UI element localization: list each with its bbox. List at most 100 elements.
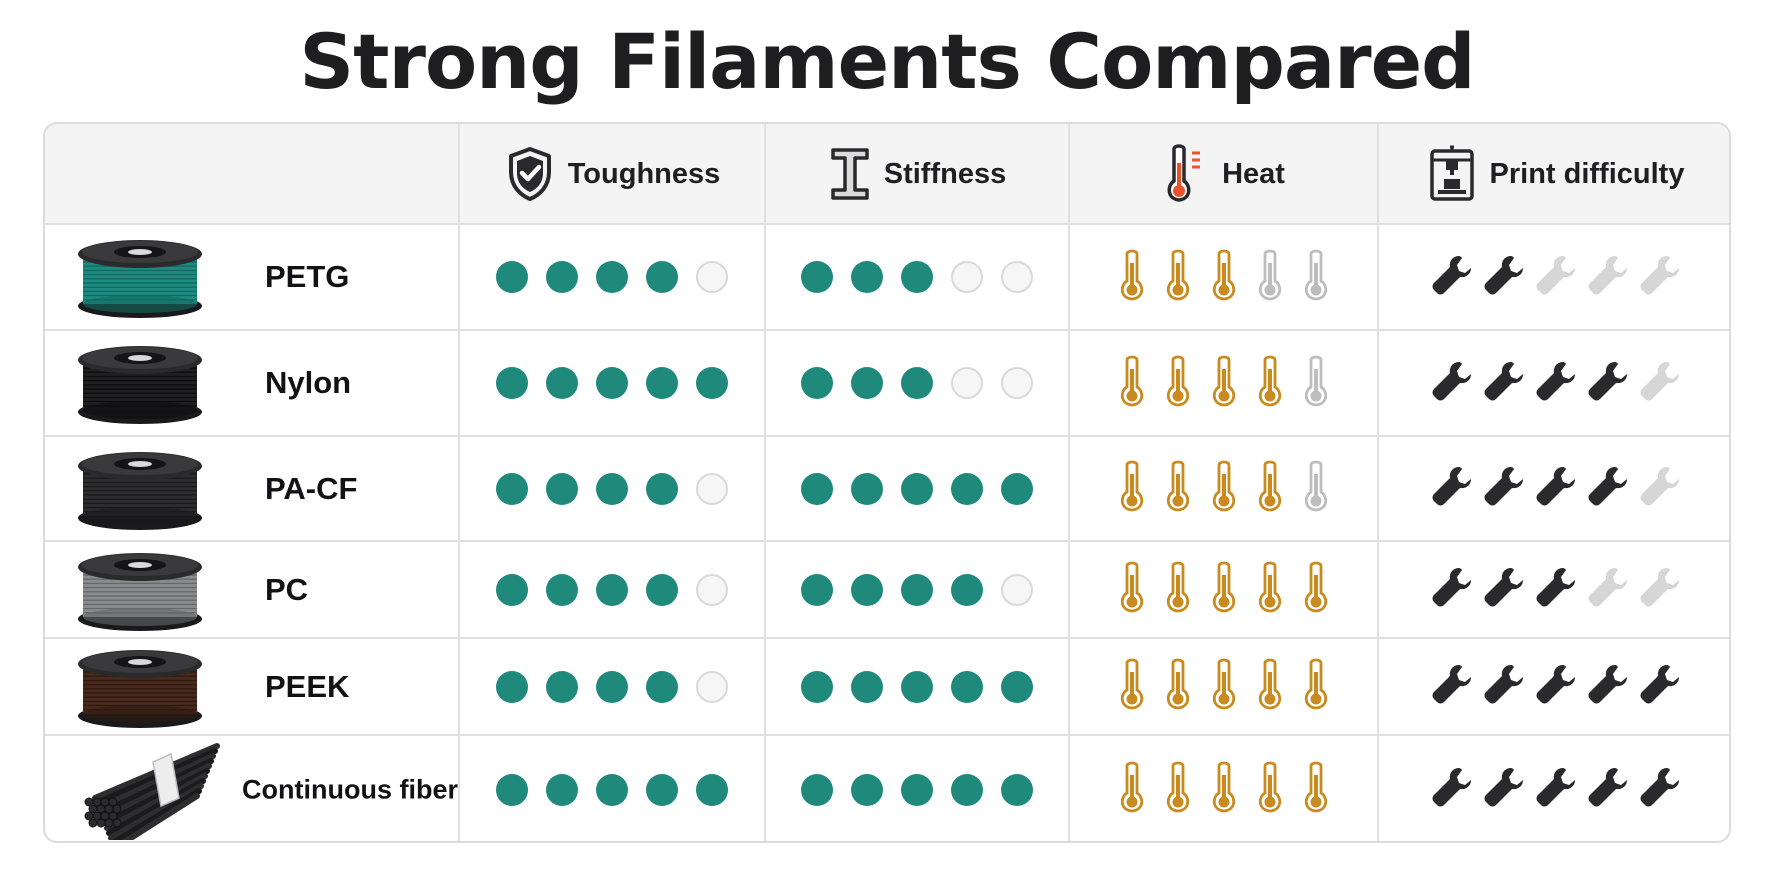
difficulty-mark (1483, 663, 1525, 710)
i-beam-icon (831, 148, 869, 200)
rating-dot-filled (546, 261, 578, 293)
heat-mark (1117, 460, 1147, 517)
wrench-icon (1432, 255, 1471, 294)
wrench-icon (1536, 255, 1575, 294)
rating-dot-filled (851, 773, 883, 806)
rating-dot-filled (546, 573, 578, 606)
thermometer-icon (1212, 249, 1235, 300)
rating-dot-filled (1001, 670, 1033, 703)
thermometer-icon (1258, 249, 1281, 300)
rating-dot-filled (801, 261, 833, 293)
thermometer-icon (1166, 249, 1189, 300)
wrench-icon (1588, 467, 1627, 506)
header-label-heat: Heat (1222, 157, 1285, 190)
rating-dot-filled (496, 472, 528, 505)
heat-mark (1209, 761, 1239, 818)
heat-mark (1301, 355, 1331, 412)
heat-mark (1301, 249, 1331, 306)
header-label-stiffness: Stiffness (883, 157, 1007, 190)
difficulty-mark (1639, 663, 1681, 710)
print-difficulty-rating-cell (1379, 736, 1729, 841)
print-difficulty-rating-cell (1379, 437, 1729, 540)
thermometer-icon (1304, 460, 1327, 512)
heat-mark (1163, 658, 1193, 715)
rating-dot-filled (901, 670, 933, 703)
stiffness-rating-cell (766, 736, 1068, 841)
toughness-rating-cell (460, 225, 764, 329)
wrench-icon (1432, 467, 1471, 506)
thermometer-icon (1304, 761, 1327, 813)
rating-dot-filled (546, 773, 578, 806)
difficulty-mark (1639, 465, 1681, 512)
rating-dot-filled (801, 773, 833, 806)
print-difficulty-rating-cell (1379, 639, 1729, 734)
stiffness-rating-cell (766, 225, 1068, 329)
difficulty-mark (1483, 360, 1525, 407)
heat-mark (1301, 761, 1331, 818)
difficulty-mark (1431, 766, 1473, 813)
header-heat: Heat (1070, 124, 1379, 224)
wrench-icon (1588, 568, 1627, 607)
material-cell: PA-CF (45, 437, 460, 540)
stiffness-rating-cell (766, 542, 1068, 637)
wrench-icon (1432, 568, 1471, 607)
wrench-icon (1536, 467, 1575, 506)
rating-dot-filled (1001, 472, 1033, 505)
rating-dot-filled (951, 573, 983, 606)
thermometer-icon (1212, 460, 1235, 512)
rating-dot-filled (801, 573, 833, 606)
heat-rating-cell (1070, 639, 1377, 734)
heat-mark (1117, 355, 1147, 412)
fiber-bundle-icon (84, 742, 220, 840)
thermometer-icon (1258, 658, 1281, 710)
table-header (45, 124, 1729, 224)
rating-dot-empty (696, 261, 728, 293)
thermometer-icon (1120, 658, 1143, 710)
thermometer-icon (1166, 561, 1189, 613)
header-label-print-difficulty: Print difficulty (1489, 157, 1685, 190)
heat-mark (1209, 561, 1239, 618)
heat-mark (1209, 249, 1239, 306)
wrench-icon (1640, 768, 1679, 807)
wrench-icon (1536, 768, 1575, 807)
thermometer-icon (1258, 355, 1281, 406)
difficulty-mark (1431, 663, 1473, 710)
rating-dot-filled (851, 367, 883, 399)
3d-printer-icon (1429, 145, 1474, 201)
rating-dot-filled (496, 367, 528, 399)
wrench-icon (1484, 768, 1523, 807)
rating-dot-filled (646, 773, 678, 806)
difficulty-mark (1535, 360, 1577, 407)
material-name: PC (265, 571, 309, 607)
rating-dot-empty (696, 472, 728, 505)
spool-teal-icon (78, 240, 202, 318)
wrench-icon (1536, 361, 1575, 400)
heat-rating-cell (1070, 225, 1377, 329)
difficulty-mark (1639, 766, 1681, 813)
difficulty-mark (1535, 766, 1577, 813)
heat-mark (1255, 761, 1285, 818)
difficulty-mark (1535, 566, 1577, 613)
rating-dot-filled (496, 773, 528, 806)
rating-dot-filled (696, 367, 728, 399)
difficulty-mark (1535, 254, 1577, 301)
page-title: Strong Filaments Compared (299, 17, 1475, 106)
thermometer-icon (1166, 355, 1189, 406)
heat-mark (1117, 761, 1147, 818)
difficulty-mark (1639, 360, 1681, 407)
thermometer-icon (1166, 658, 1189, 710)
difficulty-mark (1431, 465, 1473, 512)
rating-dot-empty (696, 670, 728, 703)
thermometer-icon (1304, 355, 1327, 406)
table-row: Continuous fiber (45, 736, 1729, 841)
heat-mark (1117, 249, 1147, 306)
toughness-rating-cell (460, 639, 764, 734)
heat-mark (1255, 561, 1285, 618)
wrench-icon (1484, 255, 1523, 294)
rating-dot-empty (951, 261, 983, 293)
heat-mark (1163, 249, 1193, 306)
rating-dot-filled (646, 573, 678, 606)
rating-dot-filled (596, 472, 628, 505)
table-row: PA-CF (45, 437, 1729, 540)
toughness-rating-cell (460, 542, 764, 637)
